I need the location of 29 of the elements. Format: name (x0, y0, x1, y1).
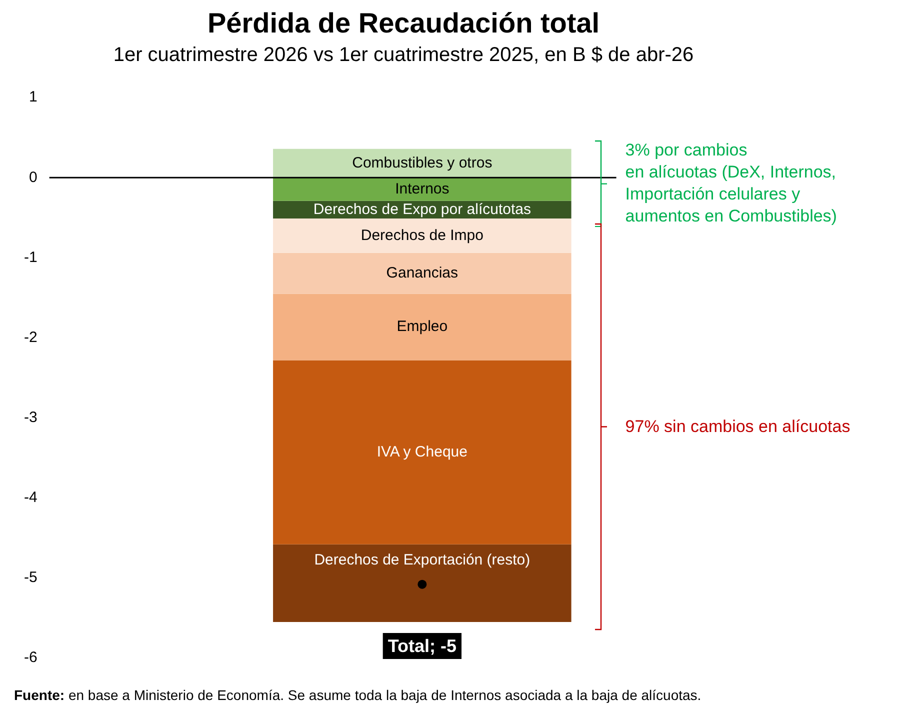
y-tick-label: -3 (24, 408, 38, 426)
bar (273, 544, 572, 622)
y-tick-label: 1 (28, 88, 38, 106)
y-tick-label: -2 (24, 328, 38, 346)
chart-subtitle: 1er cuatrimestre 2026 vs 1er cuatrimestre 2025, en B $ de abr-26 (113, 44, 694, 66)
x-tick-label: Total; -5 (388, 636, 457, 656)
bar (273, 294, 572, 360)
y-tick-label: -4 (24, 489, 38, 506)
series-label: IVA y Cheque (376, 443, 468, 460)
series-label: Ganancias (386, 264, 458, 282)
series-label: Derechos de Exportación (resto) (314, 551, 530, 568)
bar (273, 360, 572, 544)
series-label: Derechos de Impo (360, 226, 484, 244)
bar (273, 178, 572, 201)
chart-title: Pérdida de Recaudación total (207, 8, 600, 39)
y-tick-label: 0 (28, 168, 38, 186)
text: 3% por cambios en alícuotas (DeX, Internos, Importación celulares y aumentos en Combustibles) (625, 140, 837, 226)
text: 97% sin cambios en alícuotas (625, 416, 850, 436)
bar (273, 148, 572, 178)
y-tick-label: -1 (24, 248, 38, 266)
series-label: Derechos de Expo por alícutotas (313, 200, 531, 218)
series-label: Combustibles y otros (352, 154, 492, 172)
y-tick-label: -6 (24, 649, 38, 666)
bar (273, 218, 572, 253)
y-tick-label: -5 (24, 569, 38, 586)
series-label: Internos (395, 180, 450, 198)
source-note: Fuente: en base a Ministerio de Economía. Se asume toda la baja de Internos asociada a la baja de alícuotas. (14, 687, 702, 703)
bar (273, 252, 572, 294)
series-label: Empleo (396, 318, 448, 336)
